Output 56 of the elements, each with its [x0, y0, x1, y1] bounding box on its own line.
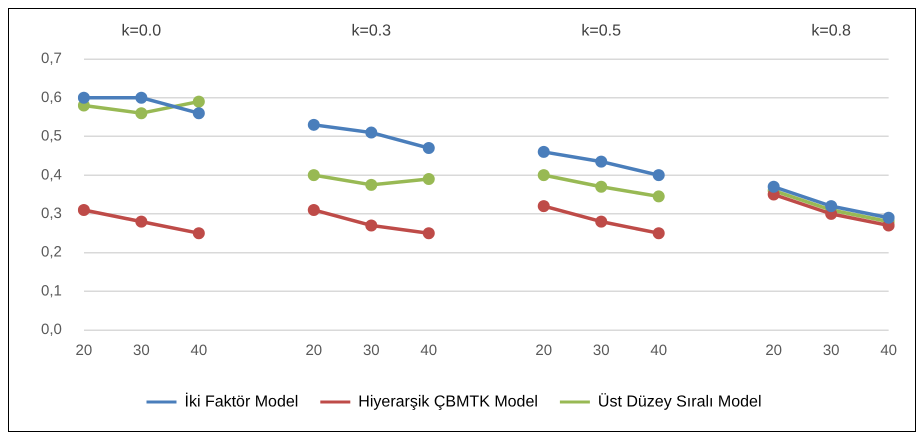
x-tick-label: 40: [190, 342, 208, 360]
text: k=0.8: [811, 22, 852, 40]
y-tick-label: 0,5: [40, 128, 62, 145]
point: [882, 212, 895, 224]
legend-label: Üst Düzey Sıralı Model: [598, 392, 762, 410]
point: [308, 118, 320, 131]
text: k=0.0: [122, 22, 162, 40]
point: [365, 219, 378, 232]
x-tick-label: 30: [822, 342, 840, 360]
x-tick-label: 30: [132, 342, 150, 360]
point: [365, 178, 378, 191]
point: [308, 204, 320, 216]
x-tick-label: 20: [305, 342, 322, 360]
text: k=0.3: [351, 22, 392, 40]
point: [78, 92, 90, 104]
point: [538, 146, 550, 158]
text: k=0.5: [581, 22, 622, 40]
point: [192, 227, 205, 240]
point: [78, 204, 90, 216]
x-tick-label: 20: [765, 342, 782, 360]
y-tick-label: 0,7: [40, 50, 62, 68]
y-tick-label: 0,4: [40, 166, 62, 184]
x-tick-label: 20: [76, 342, 92, 360]
point: [652, 227, 665, 240]
point: [768, 180, 780, 193]
legend-label: Hiyerarşik ÇBMTK Model: [358, 393, 538, 410]
point: [422, 142, 435, 154]
x-tick-label: 40: [420, 342, 438, 360]
point: [135, 92, 148, 104]
point: [538, 200, 550, 212]
x-tick-label: 40: [650, 342, 668, 360]
point: [422, 227, 435, 240]
y-tick-label: 0,6: [40, 88, 62, 106]
point: [538, 169, 550, 182]
x-tick-label: 20: [535, 342, 552, 360]
point: [595, 180, 608, 193]
x-tick-label: 40: [880, 342, 897, 360]
point: [192, 107, 205, 120]
point: [135, 216, 148, 228]
point: [652, 169, 665, 182]
x-tick-label: 30: [362, 342, 380, 360]
point: [825, 200, 838, 212]
y-tick-label: 0,1: [40, 282, 62, 300]
y-tick-label: 0,0: [40, 321, 62, 338]
y-tick-label: 0,2: [40, 244, 62, 261]
x-tick-label: 30: [592, 342, 610, 360]
y-tick-label: 0,3: [40, 205, 62, 222]
point: [422, 173, 435, 186]
point: [652, 190, 665, 202]
legend-label: İki Faktör Model: [184, 392, 298, 410]
point: [595, 216, 608, 228]
point: [308, 169, 320, 182]
point: [192, 96, 205, 108]
point: [365, 126, 378, 139]
point: [595, 156, 608, 168]
point: [135, 107, 148, 120]
